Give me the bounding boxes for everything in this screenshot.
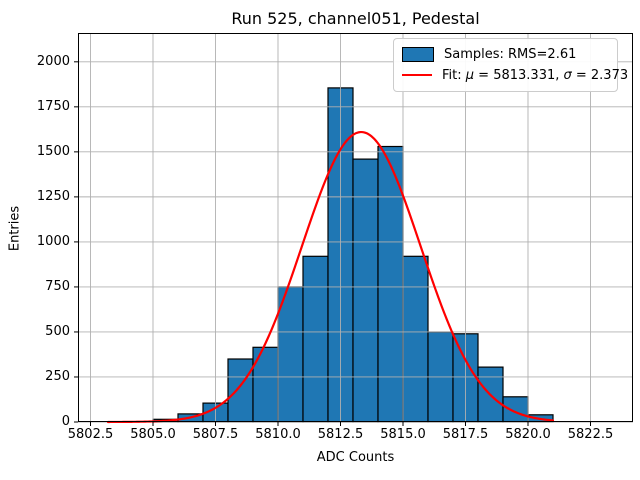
y-tick-label: 500 [45, 323, 70, 339]
x-tick-label: 5810.0 [255, 427, 301, 442]
legend: Samples: RMS=2.61 Fit: μ = 5813.331, σ =… [393, 38, 628, 92]
y-tick-label: 750 [45, 278, 70, 294]
histogram-bar [377, 145, 404, 423]
x-tick-label: 5822.5 [567, 427, 614, 442]
legend-item-samples: Samples: RMS=2.61 [402, 47, 609, 63]
x-tick-label: 5807.5 [192, 427, 239, 442]
x-tick-label: 5805.0 [130, 427, 176, 442]
legend-fit-label: Fit: μ = 5813.331, σ = 2.373 [442, 67, 629, 83]
y-tick-label: 1500 [36, 143, 70, 159]
fit-curve [106, 130, 555, 424]
mu-symbol: μ [465, 67, 475, 83]
histogram-bar [402, 255, 429, 423]
histogram-bar [227, 358, 254, 423]
y-tick-label: 250 [45, 368, 70, 384]
histogram-bar [352, 158, 379, 423]
x-axis-label: ADC Counts [316, 450, 395, 465]
legend-item-fit: Fit: μ = 5813.331, σ = 2.373 [402, 68, 628, 83]
histogram-bar [302, 255, 329, 423]
plot-border [78, 33, 633, 422]
x-tick-label: 5820.0 [505, 427, 551, 442]
y-tick-label: 0 [61, 414, 70, 429]
x-tick-label: 5815.0 [380, 427, 426, 442]
histogram-bar [502, 396, 529, 423]
fit-line-swatch [402, 74, 432, 77]
chart-title: Run 525, channel051, Pedestal [231, 9, 480, 28]
plot-canvas [74, 33, 633, 426]
y-tick-label: 2000 [36, 53, 70, 69]
sigma-symbol: σ [563, 67, 572, 83]
legend-samples-label: Samples: RMS=2.61 [444, 47, 577, 63]
samples-swatch [402, 47, 434, 63]
histogram-bar [277, 286, 304, 423]
x-tick-label: 5817.5 [442, 427, 489, 442]
x-tick-label: 5802.5 [67, 427, 114, 442]
y-tick-label: 1750 [36, 98, 70, 114]
x-tick-label: 5812.5 [317, 427, 364, 442]
y-tick-label: 1000 [36, 233, 70, 249]
y-tick-label: 1250 [36, 188, 70, 204]
